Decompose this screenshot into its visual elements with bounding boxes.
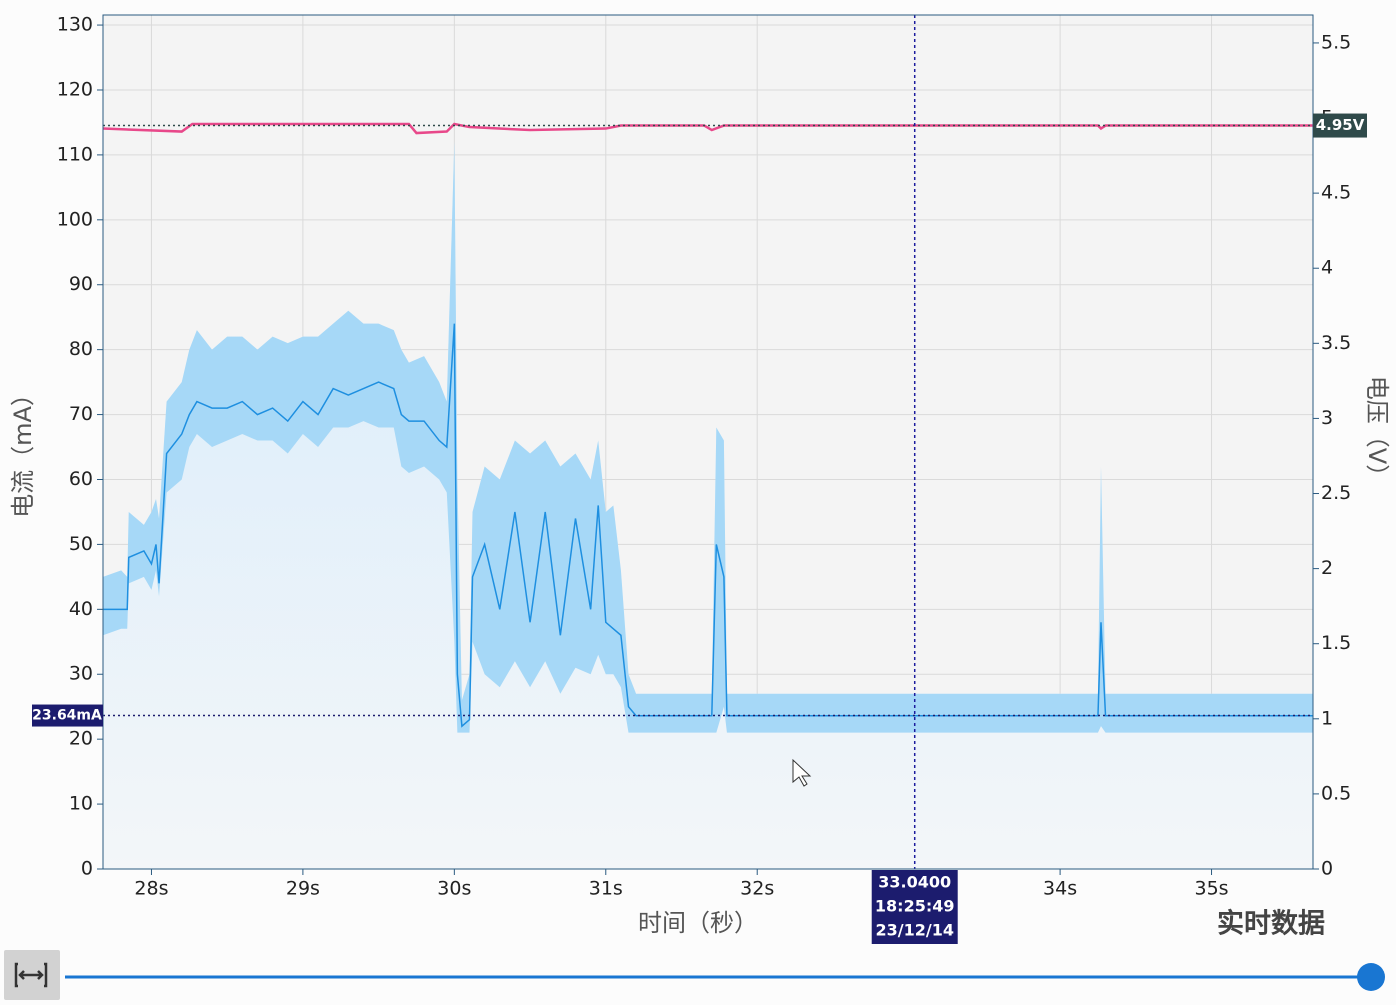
y-tick-label: 120	[57, 78, 93, 100]
x-tick-label: 29s	[286, 878, 320, 900]
current-line	[103, 323, 1313, 728]
y-tick-label: 50	[69, 533, 93, 555]
voltage-marker-label: 4.95V	[1316, 116, 1365, 134]
y2-tick-label: 3.5	[1321, 332, 1351, 354]
fit-icon	[14, 962, 48, 988]
y2-tick-label: 0.5	[1321, 782, 1351, 804]
y-tick-label: 110	[57, 143, 93, 165]
x-tick-label: 35s	[1194, 878, 1228, 900]
y-tick-label: 130	[57, 14, 93, 36]
y-tick-label: 30	[69, 663, 93, 685]
y-axis-title: 电流（mA）	[9, 382, 37, 518]
y-tick-label: 90	[69, 273, 93, 295]
mouse-pointer	[792, 758, 812, 787]
y2-tick-label: 4.5	[1321, 182, 1351, 204]
plot-border	[102, 14, 1314, 870]
current-envelope-fill	[103, 141, 1313, 870]
current-marker-box	[32, 704, 103, 727]
x-tick-label: 28s	[134, 878, 168, 900]
x-tick-label: 31s	[589, 878, 623, 900]
y-tick-label: 70	[69, 403, 93, 425]
cursor-label: 18:25:49	[875, 897, 955, 916]
y2-tick-label: 4	[1321, 257, 1333, 279]
cursor-label: 23/12/14	[875, 921, 953, 940]
y-tick-label: 60	[69, 468, 93, 490]
y-tick-label: 80	[69, 338, 93, 360]
y2-tick-label: 1	[1321, 707, 1333, 729]
timeline-thumb[interactable]	[1357, 963, 1385, 991]
y-tick-label: 0	[81, 858, 93, 880]
y2-tick-label: 0	[1321, 858, 1333, 880]
y2-tick-label: 1.5	[1321, 632, 1351, 654]
y-tick-label: 100	[57, 208, 93, 230]
x-tick-label: 34s	[1043, 878, 1077, 900]
y2-tick-label: 2	[1321, 557, 1333, 579]
x-tick-label: 30s	[437, 878, 471, 900]
x-tick-label: 32s	[740, 878, 774, 900]
y2-axis-title: 电压（V）	[1363, 376, 1391, 488]
current-marker-label: 23.64mA	[32, 708, 102, 724]
voltage-marker-box	[1313, 113, 1367, 138]
y-tick-label: 20	[69, 728, 93, 750]
y2-tick-label: 3	[1321, 407, 1333, 429]
x-axis-title: 时间（秒）	[638, 909, 758, 937]
y2-tick-label: 5.5	[1321, 31, 1351, 53]
cursor-label: 33.0400	[878, 873, 951, 892]
y-tick-label: 40	[69, 598, 93, 620]
cursor-box	[871, 870, 958, 944]
y2-tick-label: 2.5	[1321, 482, 1351, 504]
status-label: 实时数据	[1217, 908, 1325, 940]
y-tick-label: 10	[69, 793, 93, 815]
